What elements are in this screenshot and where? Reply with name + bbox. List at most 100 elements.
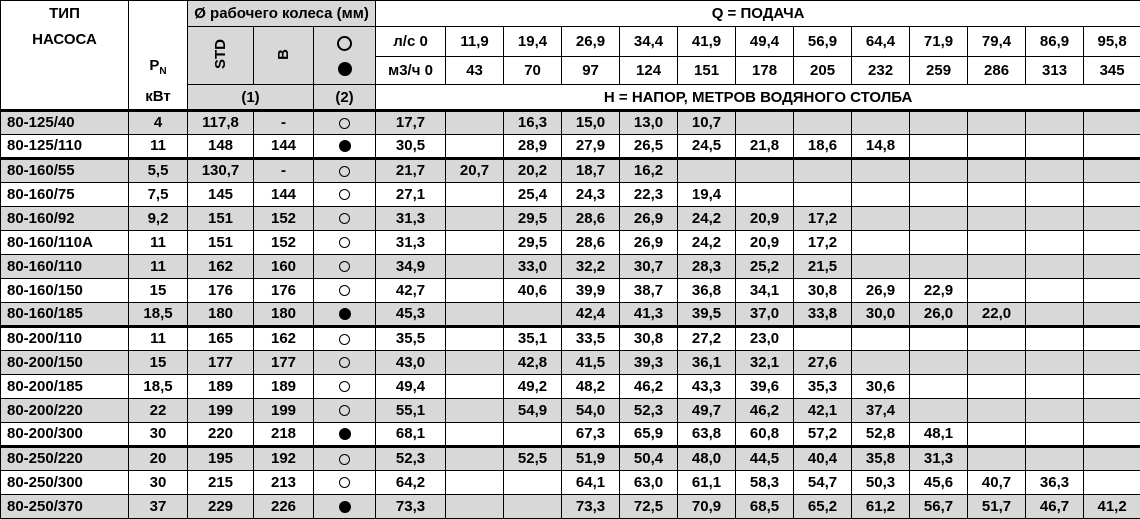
pump-type-cell: 80-200/300 — [1, 423, 129, 447]
head-value-cell: 23,0 — [736, 327, 794, 351]
impeller-std-cell: 180 — [188, 303, 254, 327]
head-value-cell — [1084, 255, 1140, 279]
head-value-cell: 24,2 — [678, 231, 736, 255]
head-value-cell — [504, 471, 562, 495]
head-value-cell: 63,0 — [620, 471, 678, 495]
head-value-cell: 36,1 — [678, 351, 736, 375]
head-value-cell — [1084, 351, 1140, 375]
head-value-cell: 21,8 — [736, 135, 794, 159]
head-value-cell: 18,6 — [794, 135, 852, 159]
flow-m3h-header-cell: 232 — [852, 57, 910, 85]
head-value-cell: 20,7 — [446, 159, 504, 183]
impeller-std-cell: 189 — [188, 375, 254, 399]
filled-circle-icon — [338, 62, 352, 76]
impeller-b-cell: - — [254, 111, 314, 135]
flow-ls-header-cell: 41,9 — [678, 27, 736, 57]
pump-type-cell: 80-200/220 — [1, 399, 129, 423]
head-value-cell: 50,3 — [852, 471, 910, 495]
pump-type-cell: 80-160/55 — [1, 159, 129, 183]
pump-type-cell: 80-250/220 — [1, 447, 129, 471]
head-value-cell: 63,8 — [678, 423, 736, 447]
head-value-cell: 48,1 — [910, 423, 968, 447]
head-value-cell — [968, 183, 1026, 207]
open-circle-icon — [339, 166, 350, 177]
head-value-cell: 22,9 — [910, 279, 968, 303]
head-value-cell — [910, 111, 968, 135]
head-value-cell: 26,9 — [620, 207, 678, 231]
head-value-cell: 25,2 — [736, 255, 794, 279]
head-value-cell — [1026, 111, 1084, 135]
head-value-cell: 28,9 — [504, 135, 562, 159]
head-value-cell — [446, 279, 504, 303]
head-value-cell: 43,0 — [376, 351, 446, 375]
head-value-cell: 68,5 — [736, 495, 794, 519]
head-value-cell — [1084, 375, 1140, 399]
filled-circle-icon — [339, 308, 351, 320]
head-value-cell — [446, 375, 504, 399]
head-value-cell — [1084, 135, 1140, 159]
head-value-cell — [794, 111, 852, 135]
impeller-diameter-header: Ø рабочего колеса (мм) — [188, 1, 376, 27]
head-value-cell — [910, 207, 968, 231]
head-value-cell: 27,6 — [794, 351, 852, 375]
rated-power-header: PN кВт — [129, 1, 188, 111]
pump-type-header-line1: ТИП — [1, 1, 128, 27]
head-value-cell: 57,2 — [794, 423, 852, 447]
head-value-cell: 30,5 — [376, 135, 446, 159]
impeller-b-cell: 152 — [254, 207, 314, 231]
head-value-cell — [968, 111, 1026, 135]
head-value-cell: 48,2 — [562, 375, 620, 399]
flow-title: Q = ПОДАЧА — [376, 1, 1140, 27]
head-value-cell: 32,2 — [562, 255, 620, 279]
head-value-cell: 54,7 — [794, 471, 852, 495]
head-value-cell: 33,8 — [794, 303, 852, 327]
head-value-cell: 39,3 — [620, 351, 678, 375]
head-value-cell — [910, 135, 968, 159]
rated-power-unit: кВт — [129, 84, 187, 109]
head-value-cell: 64,1 — [562, 471, 620, 495]
head-value-cell — [1084, 159, 1140, 183]
flow-ls-header-cell: 19,4 — [504, 27, 562, 57]
marker-legend-header — [314, 27, 376, 85]
head-value-cell — [446, 111, 504, 135]
head-value-cell: 49,4 — [376, 375, 446, 399]
head-value-cell — [504, 423, 562, 447]
head-value-cell: 46,2 — [736, 399, 794, 423]
flow-m3h-header-cell: 70 — [504, 57, 562, 85]
flow-m3h-header-cell: м3/ч 0 — [376, 57, 446, 85]
rated-power-cell: 7,5 — [129, 183, 188, 207]
head-value-cell: 56,7 — [910, 495, 968, 519]
head-value-cell — [968, 399, 1026, 423]
head-value-cell: 39,6 — [736, 375, 794, 399]
rated-power-cell: 4 — [129, 111, 188, 135]
impeller-b-label: В — [276, 49, 291, 60]
impeller-std-cell: 130,7 — [188, 159, 254, 183]
impeller-b-cell: 160 — [254, 255, 314, 279]
head-value-cell: 30,8 — [620, 327, 678, 351]
flow-m3h-header-cell: 286 — [968, 57, 1026, 85]
head-value-cell: 61,2 — [852, 495, 910, 519]
rated-power-cell: 18,5 — [129, 303, 188, 327]
marker-cell — [314, 255, 376, 279]
head-value-cell — [446, 207, 504, 231]
head-value-cell: 31,3 — [376, 207, 446, 231]
head-value-cell — [968, 255, 1026, 279]
open-circle-icon — [339, 285, 350, 296]
head-value-cell — [1026, 135, 1084, 159]
head-value-cell: 49,2 — [504, 375, 562, 399]
head-value-cell: 32,1 — [736, 351, 794, 375]
open-circle-icon — [339, 237, 350, 248]
head-value-cell — [1084, 327, 1140, 351]
head-value-cell: 30,0 — [852, 303, 910, 327]
pump-type-cell: 80-160/110A — [1, 231, 129, 255]
head-value-cell — [968, 207, 1026, 231]
head-value-cell: 34,9 — [376, 255, 446, 279]
head-value-cell: 43,3 — [678, 375, 736, 399]
head-value-cell: 17,7 — [376, 111, 446, 135]
